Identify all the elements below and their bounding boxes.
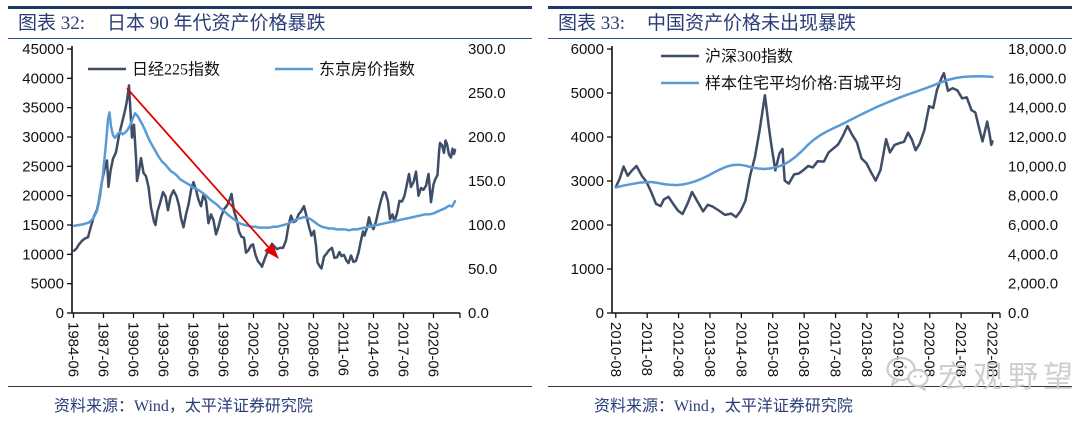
chart-title-row: 图表 32: 日本 90 年代资产价格暴跌	[8, 9, 532, 38]
panel-china-chart: 图表 33: 中国资产价格未出现暴跌 6000 5000 4000 3000 2000 1…	[548, 6, 1072, 416]
svg-text:2019-08: 2019-08	[889, 322, 906, 377]
svg-text:35000: 35000	[22, 100, 64, 117]
wechat-icon	[886, 356, 929, 391]
svg-text:2002-06: 2002-06	[245, 322, 262, 377]
svg-text:200.0: 200.0	[468, 129, 506, 146]
svg-text:6000: 6000	[571, 41, 604, 58]
svg-text:300.0: 300.0	[468, 41, 506, 58]
svg-text:2017-06: 2017-06	[395, 322, 412, 377]
svg-text:2022-08: 2022-08	[984, 322, 1001, 377]
svg-text:2015-08: 2015-08	[764, 322, 781, 377]
svg-text:2012-08: 2012-08	[670, 322, 687, 377]
line-chart-china-assets: 6000 5000 4000 3000 2000 1000 0 18,000.0 16,000.…	[571, 41, 1067, 377]
source-row: 资料来源：Wind，太平洋证券研究院	[548, 386, 1072, 416]
svg-text:250.0: 250.0	[468, 85, 506, 102]
watermark-text: 宏观野望	[938, 361, 1078, 394]
chart-label: 图表 33:	[558, 13, 626, 34]
svg-text:6,000.0: 6,000.0	[1008, 217, 1058, 234]
svg-text:25000: 25000	[22, 158, 64, 175]
svg-text:0.0: 0.0	[1008, 305, 1029, 322]
svg-text:2,000.0: 2,000.0	[1008, 276, 1058, 293]
svg-text:2017-08: 2017-08	[827, 322, 844, 377]
svg-text:50.0: 50.0	[468, 261, 497, 278]
svg-text:0: 0	[596, 305, 604, 322]
svg-text:10,000.0: 10,000.0	[1008, 158, 1066, 175]
svg-text:10000: 10000	[22, 246, 64, 263]
svg-text:2018-08: 2018-08	[858, 322, 875, 377]
svg-text:45000: 45000	[22, 41, 64, 58]
svg-text:2021-08: 2021-08	[952, 322, 969, 377]
svg-text:16,000.0: 16,000.0	[1008, 70, 1066, 87]
svg-text:12,000.0: 12,000.0	[1008, 129, 1066, 146]
svg-text:2016-08: 2016-08	[795, 322, 812, 377]
svg-text:2008-06: 2008-06	[305, 322, 322, 377]
svg-text:20000: 20000	[22, 188, 64, 205]
source-row: 资料来源：Wind，太平洋证券研究院	[8, 386, 532, 416]
source-text: 资料来源：Wind，太平洋证券研究院	[594, 398, 853, 415]
svg-text:1984-06: 1984-06	[65, 322, 82, 377]
svg-text:1996-06: 1996-06	[185, 322, 202, 377]
source-text: 资料来源：Wind，太平洋证券研究院	[54, 398, 313, 415]
title-divider	[8, 38, 532, 39]
svg-text:东京房价指数: 东京房价指数	[319, 61, 415, 79]
svg-text:4000: 4000	[571, 129, 604, 146]
svg-text:2011-06: 2011-06	[335, 322, 352, 376]
watermark: 宏观野望	[884, 352, 1078, 396]
svg-text:5000: 5000	[571, 85, 604, 102]
chart-title-row: 图表 33: 中国资产价格未出现暴跌	[548, 9, 1072, 38]
svg-text:2011-08: 2011-08	[638, 322, 655, 376]
panel-japan-chart: 图表 32: 日本 90 年代资产价格暴跌 45000 40000 35000 300…	[8, 6, 532, 416]
svg-text:2014-06: 2014-06	[365, 322, 382, 377]
svg-text:1999-06: 1999-06	[215, 322, 232, 377]
svg-text:2005-06: 2005-06	[275, 322, 292, 377]
svg-text:0: 0	[56, 305, 64, 322]
panel-top-border	[8, 6, 532, 9]
svg-text:4,000.0: 4,000.0	[1008, 246, 1058, 263]
svg-text:3000: 3000	[571, 173, 604, 190]
svg-text:100.0: 100.0	[468, 217, 506, 234]
svg-text:2013-08: 2013-08	[701, 322, 718, 377]
svg-text:样本住宅平均价格:百城平均: 样本住宅平均价格:百城平均	[705, 75, 901, 93]
panel-top-border	[548, 6, 1072, 9]
chart-label: 图表 32:	[18, 13, 86, 34]
chart-title: 中国资产价格未出现暴跌	[647, 13, 857, 34]
svg-text:2020-08: 2020-08	[921, 322, 938, 377]
svg-text:2020-06: 2020-06	[425, 322, 442, 377]
svg-text:5000: 5000	[31, 276, 64, 293]
svg-text:2010-08: 2010-08	[607, 322, 624, 377]
svg-text:18,000.0: 18,000.0	[1008, 41, 1066, 58]
svg-text:30000: 30000	[22, 129, 64, 146]
svg-text:1987-06: 1987-06	[95, 322, 112, 377]
svg-text:2014-08: 2014-08	[732, 322, 749, 377]
svg-text:150.0: 150.0	[468, 173, 506, 190]
line-chart-japan-assets: 45000 40000 35000 30000 25000 20000 15000 10000…	[22, 41, 506, 377]
svg-text:沪深300指数: 沪深300指数	[705, 48, 793, 66]
svg-text:1000: 1000	[571, 261, 604, 278]
svg-text:1990-06: 1990-06	[125, 322, 142, 377]
svg-text:8,000.0: 8,000.0	[1008, 188, 1058, 205]
svg-text:14,000.0: 14,000.0	[1008, 100, 1066, 117]
svg-text:1993-06: 1993-06	[155, 322, 172, 377]
svg-text:0.0: 0.0	[468, 305, 489, 322]
svg-text:2000: 2000	[571, 217, 604, 234]
svg-text:日经225指数: 日经225指数	[132, 61, 220, 79]
svg-text:15000: 15000	[22, 217, 64, 234]
title-divider	[548, 38, 1072, 39]
svg-text:40000: 40000	[22, 70, 64, 87]
chart-title: 日本 90 年代资产价格暴跌	[107, 13, 326, 34]
